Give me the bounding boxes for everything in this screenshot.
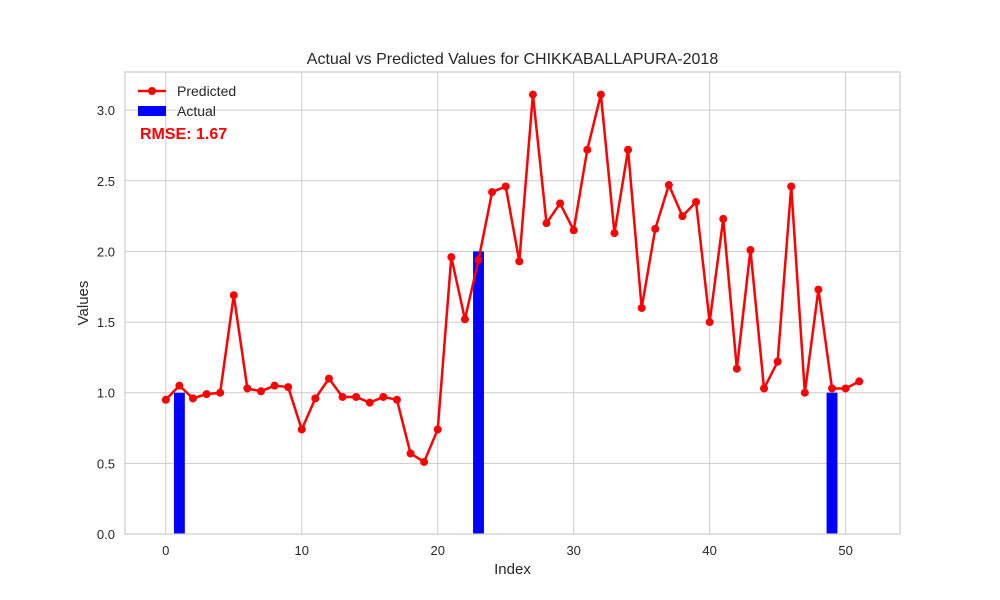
predicted-point	[692, 197, 701, 206]
predicted-point	[256, 387, 265, 396]
predicted-point	[855, 377, 864, 386]
y-ticks: 0.0 0.5 1.0 1.5 2.0 2.5 3.0	[97, 103, 115, 542]
grid	[125, 72, 900, 535]
predicted-point	[596, 90, 605, 99]
predicted-point	[447, 253, 456, 262]
legend-actual-swatch	[138, 106, 166, 116]
predicted-point	[637, 303, 646, 312]
predicted-point	[746, 246, 755, 255]
predicted-point	[188, 394, 197, 403]
predicted-line	[161, 90, 864, 466]
rmse-annotation: RMSE: 1.67	[140, 126, 227, 143]
predicted-point	[488, 188, 497, 197]
y-tick-label: 0.0	[97, 527, 115, 542]
predicted-point	[583, 145, 592, 154]
predicted-point	[828, 384, 837, 393]
predicted-point	[651, 224, 660, 233]
predicted-point	[569, 226, 578, 235]
legend-actual-label: Actual	[177, 103, 216, 119]
predicted-point	[787, 182, 796, 191]
predicted-point	[161, 395, 170, 404]
predicted-point	[202, 390, 211, 399]
x-tick-label: 10	[295, 543, 309, 558]
x-ticks: 0 10 20 30 40 50	[162, 543, 853, 558]
predicted-point	[216, 388, 225, 397]
predicted-point	[460, 315, 469, 324]
predicted-point	[705, 318, 714, 327]
y-tick-label: 3.0	[97, 103, 115, 118]
x-tick-label: 30	[566, 543, 580, 558]
plot-frame	[124, 71, 901, 535]
predicted-point	[515, 257, 524, 266]
predicted-point	[433, 425, 442, 434]
predicted-point	[270, 381, 279, 390]
y-tick-label: 1.5	[97, 315, 115, 330]
predicted-point	[542, 219, 551, 228]
x-axis-label: Index	[494, 561, 531, 578]
predicted-point	[229, 291, 238, 300]
predicted-point	[175, 381, 184, 390]
x-tick-label: 40	[702, 543, 716, 558]
predicted-point	[664, 181, 673, 190]
predicted-point	[719, 214, 728, 223]
predicted-point	[528, 90, 537, 99]
plot-area	[125, 72, 900, 534]
predicted-point	[365, 398, 374, 407]
predicted-point	[243, 384, 252, 393]
actual-bar	[473, 251, 484, 534]
predicted-point	[324, 374, 333, 383]
predicted-point	[297, 425, 306, 434]
predicted-point	[379, 392, 388, 401]
predicted-point	[773, 357, 782, 366]
predicted-point	[800, 388, 809, 397]
x-tick-label: 50	[838, 543, 852, 558]
y-tick-label: 0.5	[97, 456, 115, 471]
actual-bar	[826, 392, 838, 534]
predicted-point	[624, 145, 633, 154]
legend-predicted-label: Predicted	[177, 83, 236, 99]
predicted-point	[420, 457, 429, 466]
x-tick-label: 0	[162, 543, 169, 558]
predicted-point	[501, 182, 510, 191]
legend: Predicted Actual	[138, 83, 236, 119]
predicted-series-line	[164, 93, 860, 464]
y-tick-label: 2.0	[97, 244, 115, 259]
y-axis-label: Values	[75, 281, 92, 326]
x-tick-label: 20	[430, 543, 444, 558]
predicted-point	[760, 384, 769, 393]
predicted-point	[814, 285, 823, 294]
predicted-point	[841, 384, 850, 393]
predicted-point	[474, 255, 483, 264]
legend-predicted-marker	[148, 87, 156, 95]
predicted-point	[406, 449, 415, 458]
predicted-point	[338, 392, 347, 401]
predicted-point	[556, 199, 565, 208]
predicted-point	[311, 394, 320, 403]
predicted-point	[284, 383, 293, 392]
chart-title: Actual vs Predicted Values for CHIKKABAL…	[307, 51, 719, 68]
predicted-point	[678, 212, 687, 221]
y-tick-label: 1.0	[97, 386, 115, 401]
actual-bars	[173, 251, 838, 534]
actual-bar	[173, 392, 185, 534]
y-tick-label: 2.5	[97, 174, 115, 189]
predicted-point	[610, 229, 619, 238]
predicted-point	[352, 392, 361, 401]
predicted-point	[732, 364, 741, 373]
predicted-point	[392, 395, 401, 404]
